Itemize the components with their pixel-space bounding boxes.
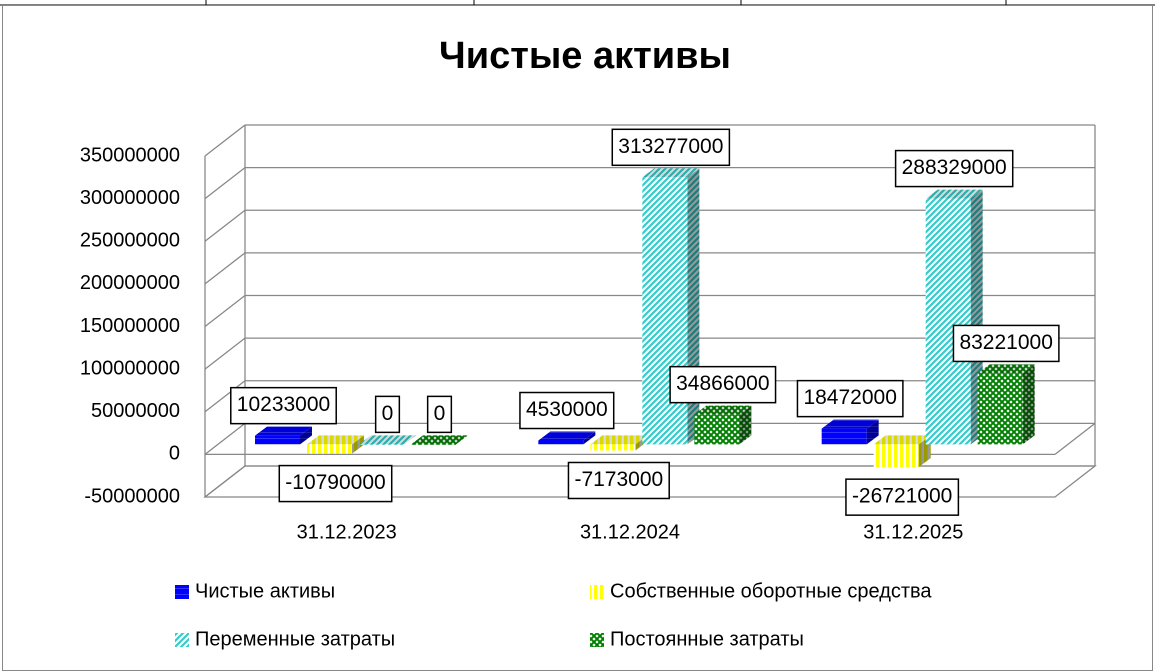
y-tick-label: -50000000: [84, 485, 180, 507]
bar-group: [873, 435, 931, 468]
bar-top: [873, 435, 931, 445]
bar-top: [359, 435, 416, 445]
legend-marker: [590, 633, 604, 647]
bar-top: [977, 364, 1035, 374]
bar: [642, 177, 688, 445]
legend-label: Собственные оборотные средства: [610, 580, 932, 602]
bar-group: [359, 435, 416, 445]
bar-group: [977, 364, 1035, 445]
bar-group: [411, 435, 468, 445]
bar-top: [694, 405, 752, 415]
x-tick-label: 31.12.2023: [297, 521, 397, 543]
bar-top: [538, 431, 596, 441]
bar-top: [307, 435, 364, 445]
bar: [977, 373, 1023, 445]
data-label: 10233000: [237, 393, 330, 416]
data-label: 0: [382, 402, 394, 425]
y-tick-label: 300000000: [80, 187, 180, 209]
bar-top: [925, 189, 983, 199]
grid-line-side: [204, 124, 246, 157]
bar: [307, 444, 352, 454]
grid-line-side: [204, 465, 246, 498]
bar-top: [255, 426, 312, 436]
bar-side: [866, 419, 879, 445]
bar-group: [538, 431, 596, 445]
bar: [925, 198, 971, 445]
data-label-box: [952, 324, 1060, 363]
bar-side: [583, 431, 596, 445]
data-label-box: [669, 365, 777, 404]
data-label-box: [845, 478, 960, 516]
grid-line-side: [204, 252, 246, 285]
grid-line-side: [204, 209, 246, 242]
legend-marker: [590, 585, 604, 599]
y-tick-label: 150000000: [80, 315, 180, 337]
bar-group: [821, 419, 879, 445]
bar-group: [307, 435, 364, 454]
legend-label: Переменные затраты: [195, 628, 395, 650]
grid-line-side: [204, 422, 246, 455]
grid-line-side: [204, 167, 246, 200]
data-label: 288329000: [902, 156, 1007, 179]
legend-label: Чистые активы: [195, 580, 335, 602]
bar: [359, 444, 404, 445]
x-tick-label: 31.12.2025: [863, 521, 963, 543]
data-label: -26721000: [852, 485, 952, 508]
data-label-box: [796, 379, 904, 418]
bar: [590, 444, 636, 451]
data-label: 34866000: [676, 372, 769, 395]
bar-group: [255, 426, 312, 445]
data-label-box: [374, 395, 401, 434]
data-label: 4530000: [526, 398, 608, 421]
data-label: -10790000: [285, 471, 385, 494]
legend-marker: [175, 633, 189, 647]
x-tick-label: 31.12.2024: [580, 521, 680, 543]
y-tick-label: 200000000: [80, 272, 180, 294]
bar: [411, 444, 456, 445]
data-label: 83221000: [959, 331, 1052, 354]
bar-group: [925, 189, 983, 445]
bar-top: [821, 419, 879, 429]
legend-label: Постоянные затраты: [610, 628, 804, 650]
bar-top: [411, 435, 468, 445]
bar: [821, 428, 867, 445]
chart-title: Чистые активы: [439, 35, 731, 77]
y-tick-label: 250000000: [80, 230, 180, 252]
grid-line-side: [204, 337, 246, 370]
bar: [538, 440, 584, 445]
y-tick-label: 50000000: [91, 400, 180, 422]
data-label-box: [894, 149, 1014, 188]
data-label: 18472000: [803, 386, 896, 409]
bar: [873, 444, 919, 468]
zero-plane: [1054, 422, 1096, 455]
bar: [694, 414, 740, 445]
bar: [255, 435, 300, 445]
y-tick-label: 0: [169, 443, 180, 465]
bar-top: [590, 435, 648, 445]
y-tick-label: 100000000: [80, 357, 180, 379]
y-tick-label: 350000000: [80, 144, 180, 166]
legend-marker: [175, 585, 189, 599]
data-label: -7173000: [574, 468, 663, 491]
data-label: 0: [434, 402, 446, 425]
grid-line-side: [204, 380, 246, 413]
data-label-box: [230, 386, 337, 425]
bar-side: [352, 435, 364, 454]
grid-line-side: [204, 294, 246, 328]
data-label-box: [519, 391, 615, 430]
bar-group: [694, 405, 752, 445]
data-label-box: [278, 464, 393, 503]
data-label-box: [426, 395, 453, 434]
data-label-box: [567, 461, 670, 500]
bar-side: [300, 426, 312, 445]
data-label-box: [611, 128, 731, 167]
bar-side: [739, 405, 752, 445]
data-label: 313277000: [618, 135, 723, 158]
bar-side: [1022, 364, 1035, 445]
bar-top: [642, 168, 700, 178]
